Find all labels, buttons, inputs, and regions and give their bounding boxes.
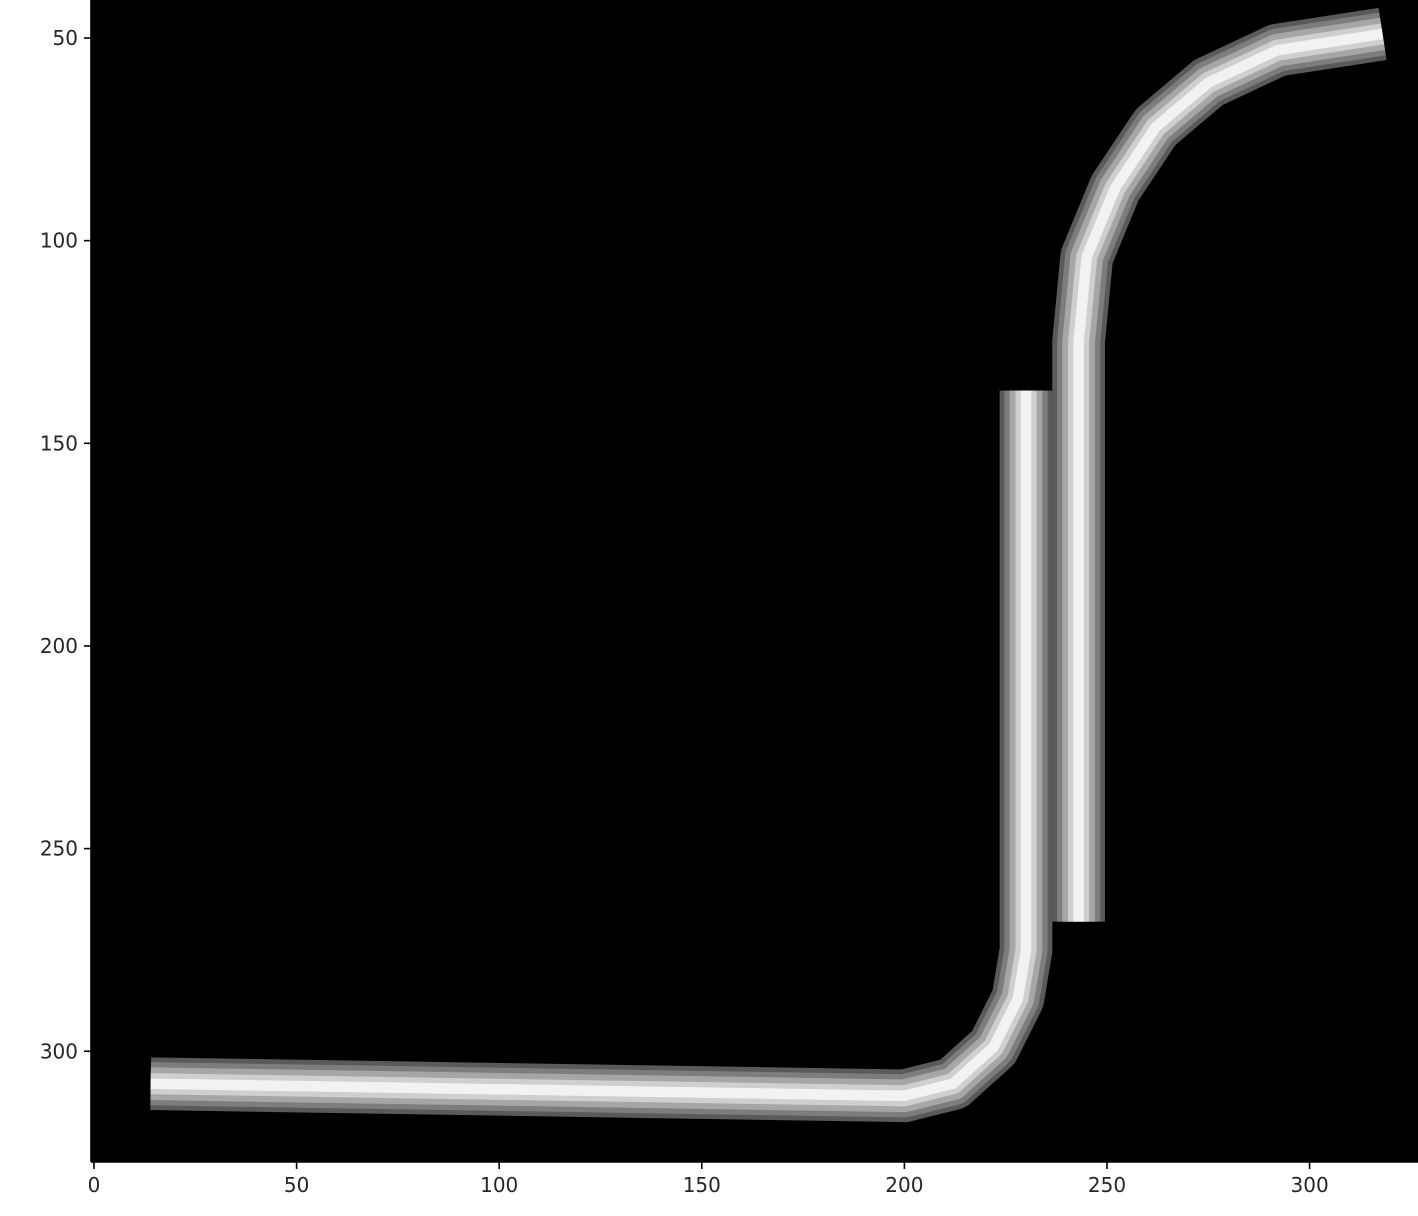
x-tick-label: 300 xyxy=(1291,1173,1329,1197)
s-curve-tube-shade-4 xyxy=(1073,28,1384,922)
long-bent-tube xyxy=(150,390,1053,1123)
image-area xyxy=(91,0,1418,1162)
x-axis: 0 50 100 150 200 250 300 xyxy=(88,1162,1329,1197)
tube-layer xyxy=(150,7,1387,1123)
y-axis: 50 100 150 200 250 300 xyxy=(40,26,91,1063)
y-tick-label: 250 xyxy=(40,837,78,861)
x-tick-label: 50 xyxy=(284,1173,309,1197)
y-tick-label: 150 xyxy=(40,431,78,455)
y-tick-label: 50 xyxy=(53,26,78,50)
x-tick-label: 250 xyxy=(1088,1173,1126,1197)
x-tick-label: 200 xyxy=(885,1173,923,1197)
s-curve-tube xyxy=(1052,7,1387,922)
long-bent-tube-shade-4 xyxy=(150,390,1032,1102)
x-tick-label: 100 xyxy=(480,1173,518,1197)
x-tick-label: 150 xyxy=(683,1173,721,1197)
y-tick-label: 300 xyxy=(40,1039,78,1063)
y-tick-label: 100 xyxy=(40,229,78,253)
plot-frame xyxy=(90,0,1418,1163)
x-tick-label: 0 xyxy=(88,1173,101,1197)
y-tick-label: 200 xyxy=(40,634,78,658)
